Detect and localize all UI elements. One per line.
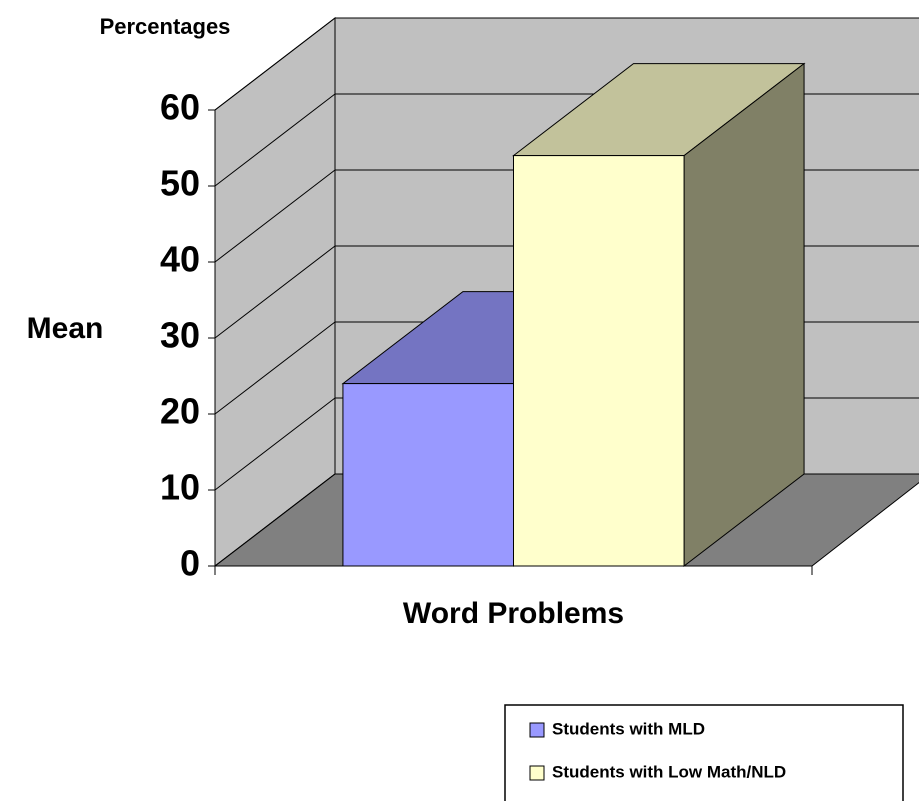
y-tick-label: 60 (160, 87, 200, 128)
bar (342, 383, 514, 567)
grid-line (214, 93, 336, 187)
legend (504, 704, 904, 801)
y-tick-label: 50 (160, 163, 200, 204)
y-tick-label: 30 (160, 315, 200, 356)
grid-line (214, 169, 336, 263)
x-tick-label: Word Problems (403, 597, 624, 630)
grid-line (214, 17, 336, 111)
grid-line (214, 321, 336, 415)
grid-line (214, 473, 336, 567)
y-unit-label: Percentages (100, 14, 231, 39)
y-tick-label: 40 (160, 239, 200, 280)
legend-swatch (529, 765, 545, 781)
y-tick-label: 0 (180, 543, 200, 584)
y-tick-label: 10 (160, 467, 200, 508)
bar (513, 155, 685, 567)
legend-label: Students with Low Math/NLD (552, 762, 786, 781)
grid-line (214, 245, 336, 339)
y-axis-label: Mean (27, 312, 104, 345)
y-tick-label: 20 (160, 391, 200, 432)
legend-swatch (529, 722, 545, 738)
legend-label: Students with MLD (552, 719, 705, 738)
grid-line (214, 397, 336, 491)
